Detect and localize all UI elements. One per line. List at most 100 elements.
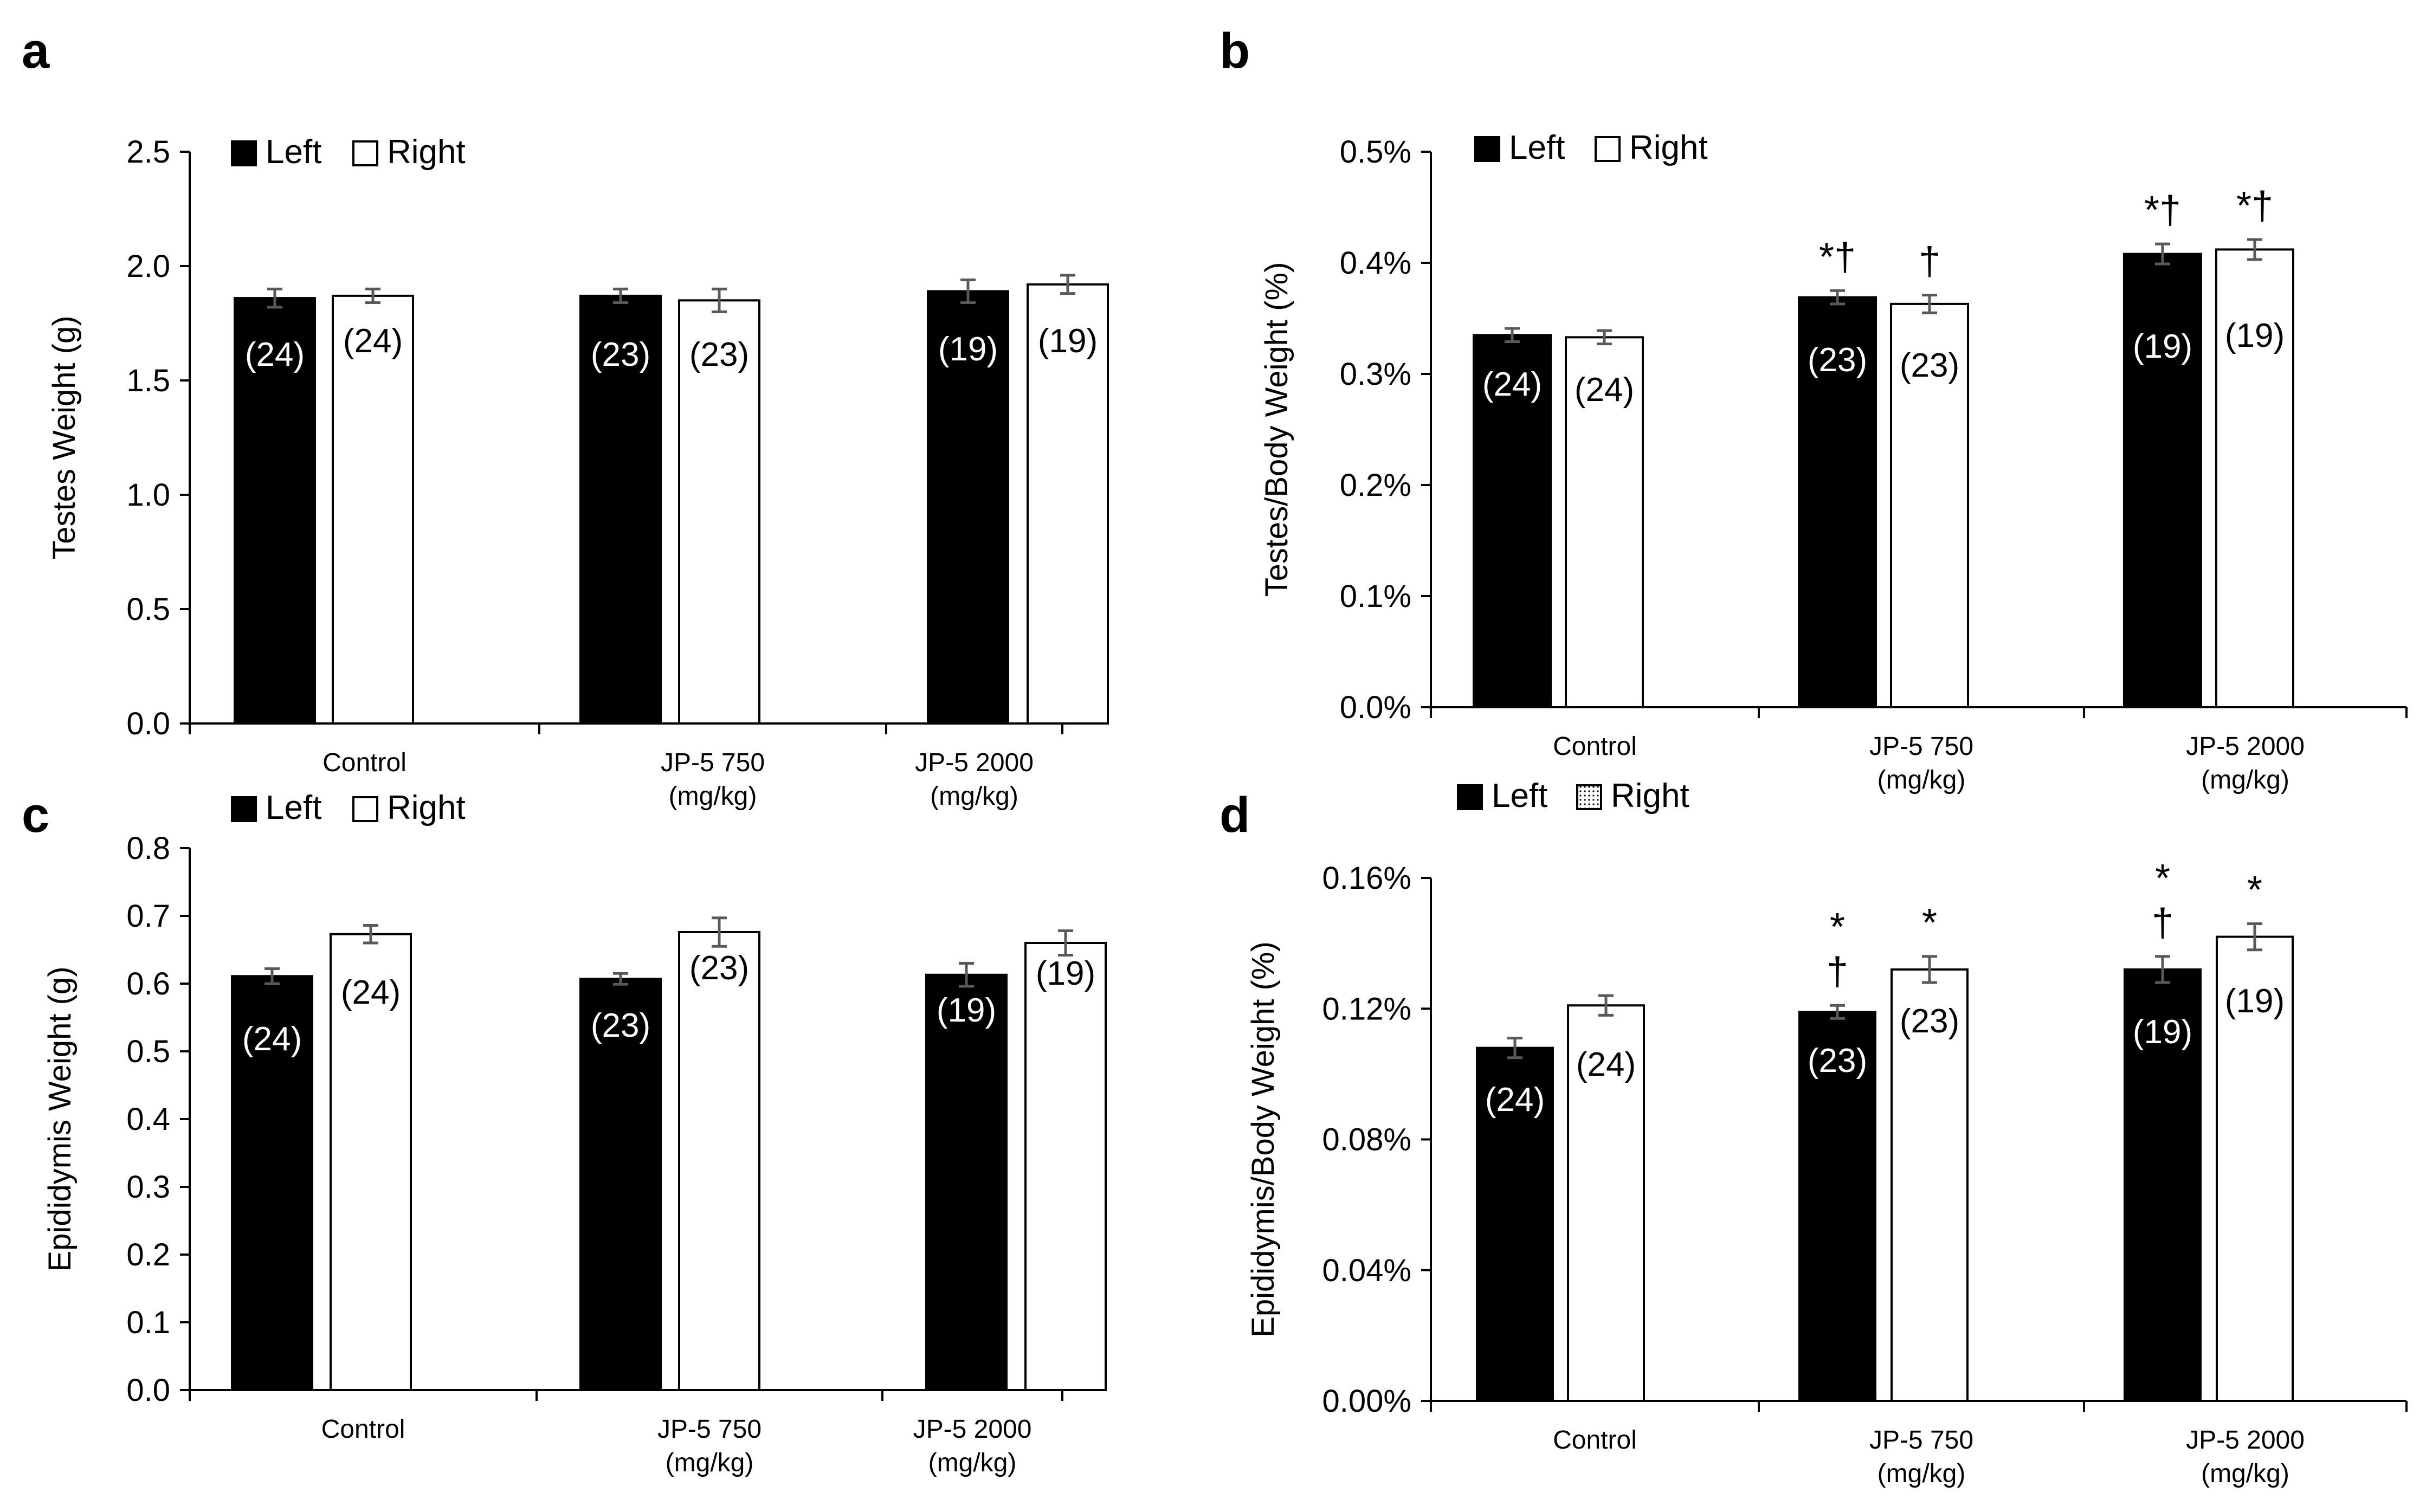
- error-bar: [1058, 929, 1073, 957]
- y-tick-label: 0.4: [126, 1102, 170, 1137]
- error-bar: [363, 924, 378, 945]
- n-label: (19): [1038, 322, 1098, 360]
- panel-letter: c: [22, 787, 49, 843]
- bar-right: [2215, 248, 2294, 708]
- error-bar: [712, 287, 727, 313]
- legend-swatch-right: [1595, 136, 1621, 162]
- y-tick-label: 2.5: [126, 134, 170, 170]
- n-label: (23): [1808, 341, 1867, 379]
- y-tick-label: 0.08%: [1322, 1122, 1411, 1158]
- error-bar: [1922, 293, 1937, 314]
- error-bar: [1922, 955, 1937, 984]
- y-tick-label: 0.0%: [1340, 690, 1411, 725]
- bar-left: [579, 978, 662, 1391]
- n-label: (24): [1482, 366, 1542, 403]
- bar-left: [925, 973, 1008, 1391]
- y-tick-label: 0.7: [126, 899, 170, 934]
- y-tick-label: 0.6: [126, 966, 170, 1001]
- y-tick-label: 0.3%: [1340, 357, 1411, 392]
- bar-right: [1890, 302, 1969, 708]
- bar-right: [330, 933, 412, 1391]
- n-label: (19): [2225, 983, 2285, 1020]
- error-bar: [264, 967, 280, 985]
- y-tick-label: 0.1%: [1340, 579, 1411, 614]
- bar-left: [1798, 296, 1877, 708]
- y-tick-label: 0.12%: [1322, 991, 1411, 1026]
- n-label: (24): [1576, 1046, 1636, 1083]
- significance-mark: *: [2155, 857, 2170, 900]
- bar-right: [1024, 942, 1107, 1391]
- legend-label-right: Right: [387, 133, 466, 171]
- x-category-label: Control: [322, 748, 407, 777]
- n-label: (23): [689, 949, 749, 987]
- n-label: (23): [1900, 1003, 1959, 1040]
- bar-right: [1567, 1004, 1645, 1402]
- bar-right: [1027, 283, 1109, 725]
- legend-label-right: Right: [1611, 777, 1689, 815]
- bar-right: [332, 294, 414, 725]
- legend-label-left: Left: [266, 789, 321, 826]
- legend-swatch-right: [1576, 784, 1602, 810]
- y-axis-label: Epididymis Weight (g): [42, 966, 78, 1271]
- n-label: (23): [1808, 1042, 1867, 1080]
- legend: Left Right: [231, 133, 466, 171]
- y-tick-label: 0.16%: [1322, 861, 1411, 896]
- error-bar: [267, 287, 282, 309]
- error-bar: [1597, 329, 1612, 346]
- significance-mark: †: [1919, 240, 1940, 283]
- panel-c: c 0.0 0.1 0.2 0.3 0.4 0.5 0.6 0.7 0.8 Control JP-5 …: [22, 787, 1107, 1477]
- x-category-label: Control: [321, 1415, 405, 1444]
- bar-left: [579, 294, 662, 725]
- legend-label-left: Left: [1509, 129, 1565, 166]
- n-label: (23): [1900, 347, 1959, 384]
- panel-letter: b: [1220, 23, 1250, 79]
- panel-d: d 0.00% 0.04% 0.08% 0.12% 0.16% Control JP-5 75…: [1220, 777, 2408, 1488]
- n-label: (19): [938, 331, 998, 368]
- panel-letter: a: [22, 23, 50, 79]
- n-label: (19): [2133, 1013, 2192, 1051]
- n-label: (24): [245, 336, 305, 373]
- error-bar: [613, 972, 628, 986]
- error-bar: [1060, 274, 1075, 295]
- error-bar: [959, 962, 974, 988]
- x-category-label: JP-5 750 (mg/kg): [1869, 1426, 1973, 1488]
- n-label: (19): [1036, 955, 1095, 992]
- x-category-label: JP-5 750 (mg/kg): [657, 1415, 762, 1477]
- n-label: (24): [1575, 371, 1634, 409]
- y-axis-label: Testes Weight (g): [47, 315, 82, 559]
- error-bar: [365, 287, 380, 305]
- y-tick-label: 1.5: [126, 363, 170, 398]
- significance-mark: *: [1922, 901, 1937, 945]
- legend: Left Right: [1474, 129, 1708, 166]
- panel-b: b 0.0% 0.1% 0.2% 0.3% 0.4% 0.5% Control JP-5 750…: [1220, 23, 2408, 794]
- n-label: (24): [341, 974, 401, 1011]
- y-tick-label: 0.2%: [1340, 468, 1411, 503]
- y-axis-label: Testes/Body Weight (%): [1259, 262, 1294, 597]
- n-label: (23): [591, 336, 650, 373]
- y-tick-label: 0.2: [126, 1237, 170, 1272]
- legend-swatch-right: [352, 796, 378, 822]
- n-label: (19): [937, 992, 996, 1029]
- y-tick-label: 1.0: [126, 477, 170, 513]
- y-tick-label: 0.5: [126, 1034, 170, 1069]
- x-category-label: JP-5 2000 (mg/kg): [915, 748, 1034, 811]
- significance-mark: *†: [2144, 189, 2181, 232]
- significance-mark: †: [1827, 950, 1848, 993]
- y-tick-label: 0.3: [126, 1169, 170, 1205]
- x-category-label: Control: [1553, 1426, 1637, 1455]
- error-bar: [1598, 994, 1614, 1017]
- significance-mark: *†: [1819, 235, 1856, 279]
- error-bar: [712, 916, 727, 948]
- bar-left: [1798, 1011, 1876, 1402]
- y-axis-label: Epididymis/Body Weight (%): [1246, 941, 1281, 1337]
- significance-mark: †: [2152, 901, 2173, 945]
- bar-left: [2123, 253, 2202, 709]
- x-category-label: JP-5 2000 (mg/kg): [913, 1415, 1032, 1477]
- error-bar: [1830, 1004, 1845, 1020]
- bar-left: [1476, 1046, 1554, 1402]
- panel-letter: d: [1220, 787, 1250, 843]
- legend: Left Right: [231, 789, 466, 826]
- y-tick-label: 0.5%: [1340, 134, 1411, 170]
- panel-a: a 0.0 0.5 1.0 1.5 2.0 2.5 Control JP-5 750 (mg/kg…: [22, 23, 1109, 811]
- legend-swatch-left: [1474, 136, 1500, 162]
